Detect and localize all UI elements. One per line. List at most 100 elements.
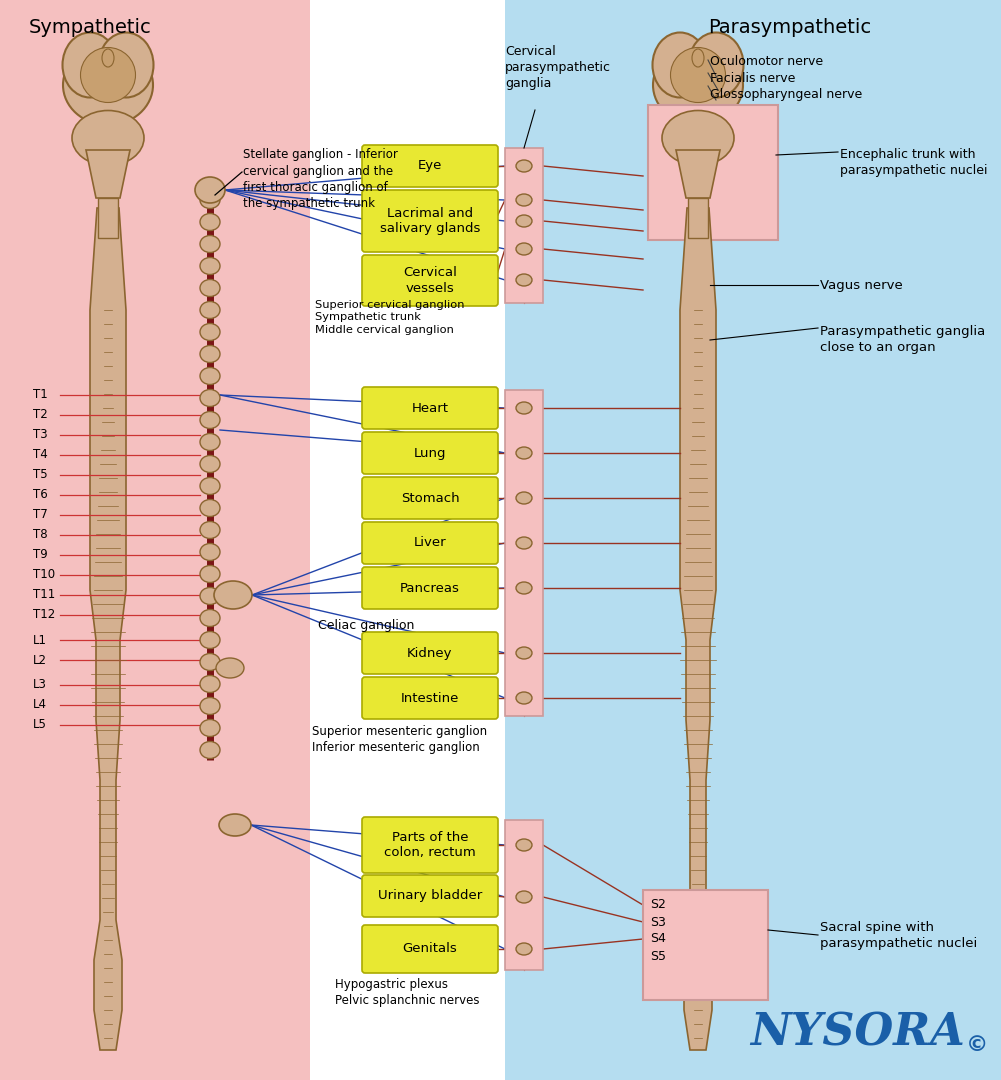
Text: ©: © xyxy=(966,1035,988,1055)
Text: Lacrimal and
salivary glands: Lacrimal and salivary glands xyxy=(379,207,480,235)
Ellipse shape xyxy=(653,32,708,97)
Bar xyxy=(0,0,310,1080)
Ellipse shape xyxy=(516,839,532,851)
Text: Parasympathetic ganglia
close to an organ: Parasympathetic ganglia close to an orga… xyxy=(820,325,985,354)
Ellipse shape xyxy=(200,280,220,297)
Text: T11: T11 xyxy=(33,589,55,602)
FancyBboxPatch shape xyxy=(362,145,498,187)
Text: S5: S5 xyxy=(650,949,666,962)
Text: Heart: Heart xyxy=(411,402,448,415)
Ellipse shape xyxy=(200,499,220,516)
Ellipse shape xyxy=(63,45,153,125)
Text: T12: T12 xyxy=(33,608,55,621)
Text: Superior cervical ganglion
Sympathetic trunk
Middle cervical ganglion: Superior cervical ganglion Sympathetic t… xyxy=(315,300,464,335)
FancyBboxPatch shape xyxy=(362,432,498,474)
Polygon shape xyxy=(86,150,130,198)
Ellipse shape xyxy=(516,492,532,504)
Text: Eye: Eye xyxy=(417,160,442,173)
Ellipse shape xyxy=(200,719,220,737)
Ellipse shape xyxy=(214,581,252,609)
Text: Stomach: Stomach xyxy=(400,491,459,504)
Ellipse shape xyxy=(516,692,532,704)
Ellipse shape xyxy=(102,49,114,67)
Ellipse shape xyxy=(516,243,532,255)
Text: Hypogastric plexus
Pelvic splanchnic nerves: Hypogastric plexus Pelvic splanchnic ner… xyxy=(335,978,479,1007)
FancyBboxPatch shape xyxy=(362,677,498,719)
Text: Parts of the
colon, rectum: Parts of the colon, rectum xyxy=(384,831,475,859)
Ellipse shape xyxy=(200,191,220,208)
Text: T9: T9 xyxy=(33,549,48,562)
FancyBboxPatch shape xyxy=(362,477,498,519)
Bar xyxy=(505,148,543,303)
Text: T3: T3 xyxy=(33,429,48,442)
Text: L1: L1 xyxy=(33,634,47,647)
FancyBboxPatch shape xyxy=(362,522,498,564)
Ellipse shape xyxy=(516,274,532,286)
Ellipse shape xyxy=(516,943,532,955)
Text: Lung: Lung xyxy=(413,446,446,459)
Text: L2: L2 xyxy=(33,653,47,666)
Ellipse shape xyxy=(200,346,220,363)
Ellipse shape xyxy=(200,742,220,758)
Ellipse shape xyxy=(516,537,532,549)
Ellipse shape xyxy=(653,45,743,125)
Text: T6: T6 xyxy=(33,488,48,501)
Text: Cervical
parasympathetic
ganglia: Cervical parasympathetic ganglia xyxy=(505,45,611,90)
Text: T1: T1 xyxy=(33,389,48,402)
Text: Stellate ganglion - Inferior
cervical ganglion and the
first thoracic ganglion o: Stellate ganglion - Inferior cervical ga… xyxy=(243,148,397,211)
Text: Urinary bladder: Urinary bladder xyxy=(377,890,482,903)
Ellipse shape xyxy=(98,32,153,97)
Ellipse shape xyxy=(689,32,744,97)
Bar xyxy=(648,105,778,240)
Ellipse shape xyxy=(62,32,117,97)
Text: T5: T5 xyxy=(33,469,48,482)
Text: T8: T8 xyxy=(33,528,48,541)
Ellipse shape xyxy=(200,543,220,561)
Ellipse shape xyxy=(516,215,532,227)
Ellipse shape xyxy=(516,891,532,903)
Text: Superior mesenteric ganglion
Inferior mesenteric ganglion: Superior mesenteric ganglion Inferior me… xyxy=(312,725,487,754)
Ellipse shape xyxy=(200,301,220,319)
Text: NYSORA: NYSORA xyxy=(750,1012,965,1055)
Text: Liver: Liver xyxy=(413,537,446,550)
Ellipse shape xyxy=(692,49,704,67)
Ellipse shape xyxy=(200,632,220,648)
Text: T10: T10 xyxy=(33,568,55,581)
Polygon shape xyxy=(90,208,126,1050)
Ellipse shape xyxy=(200,456,220,473)
Bar xyxy=(505,0,1001,1080)
Text: S4: S4 xyxy=(650,932,666,945)
FancyBboxPatch shape xyxy=(362,816,498,873)
Ellipse shape xyxy=(200,433,220,450)
FancyBboxPatch shape xyxy=(362,190,498,252)
Ellipse shape xyxy=(200,367,220,384)
Ellipse shape xyxy=(200,257,220,274)
Text: L5: L5 xyxy=(33,718,47,731)
Polygon shape xyxy=(680,208,716,1050)
Ellipse shape xyxy=(80,48,135,103)
Ellipse shape xyxy=(200,653,220,671)
Ellipse shape xyxy=(200,324,220,340)
FancyBboxPatch shape xyxy=(362,875,498,917)
Text: Intestine: Intestine xyxy=(400,691,459,704)
Ellipse shape xyxy=(516,447,532,459)
Text: S3: S3 xyxy=(650,916,666,929)
Polygon shape xyxy=(676,150,720,198)
Ellipse shape xyxy=(516,582,532,594)
Ellipse shape xyxy=(200,675,220,692)
Text: Celiac ganglion: Celiac ganglion xyxy=(318,619,414,632)
Ellipse shape xyxy=(200,235,220,253)
FancyBboxPatch shape xyxy=(362,632,498,674)
Ellipse shape xyxy=(216,658,244,678)
Bar xyxy=(505,820,543,970)
Ellipse shape xyxy=(516,647,532,659)
Text: Oculomotor nerve
Facialis nerve
Glossopharyngeal nerve: Oculomotor nerve Facialis nerve Glossoph… xyxy=(710,55,862,102)
Ellipse shape xyxy=(219,814,251,836)
Ellipse shape xyxy=(200,588,220,605)
Bar xyxy=(310,0,505,1080)
Text: Sympathetic: Sympathetic xyxy=(29,18,151,37)
FancyBboxPatch shape xyxy=(362,387,498,429)
Text: Pancreas: Pancreas xyxy=(400,581,459,594)
Text: S2: S2 xyxy=(650,899,666,912)
Text: L4: L4 xyxy=(33,699,47,712)
